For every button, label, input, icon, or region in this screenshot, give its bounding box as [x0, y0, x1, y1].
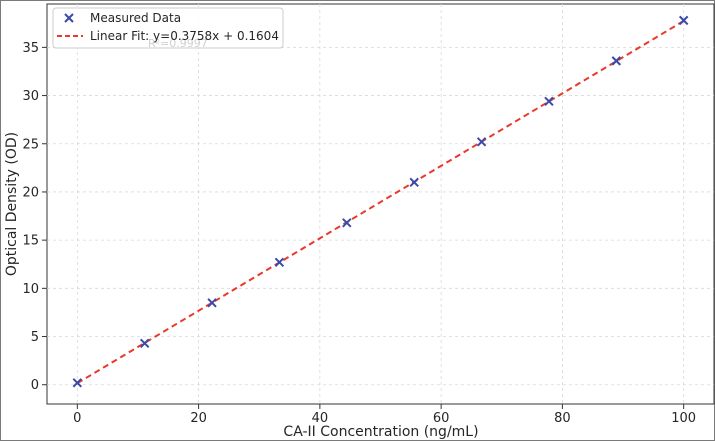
legend: R²=0.9997 Measured Data Linear Fit: y=0.… — [52, 7, 284, 50]
legend-label-measured: Measured Data — [90, 11, 181, 25]
y-axis-title: Optical Density (OD) — [4, 132, 20, 276]
x-tick-label: 60 — [433, 411, 450, 426]
x-tick-label: 100 — [671, 411, 696, 426]
y-tick-label: 15 — [22, 234, 39, 249]
data-point — [72, 378, 83, 388]
grid — [47, 4, 714, 404]
data-points — [72, 15, 689, 388]
fit-line — [76, 20, 685, 385]
data-point — [678, 15, 689, 26]
y-tick-label: 5 — [31, 330, 39, 345]
data-point — [139, 338, 150, 348]
legend-box — [52, 7, 284, 49]
data-point — [409, 177, 419, 188]
y-tick-label: 20 — [22, 185, 39, 200]
y-tick-label: 25 — [22, 137, 39, 152]
data-point — [611, 56, 622, 66]
plot-area — [46, 3, 715, 405]
y-tick-label: 0 — [31, 378, 39, 393]
data-point — [207, 298, 217, 308]
x-axis-title: CA-II Concentration (ng/mL) — [283, 424, 478, 440]
x-tick-label: 0 — [73, 411, 81, 426]
y-tick-label: 35 — [22, 41, 39, 56]
fit-line-group — [76, 20, 685, 385]
data-point — [342, 218, 352, 228]
axis-ticks: 0 20 40 60 80 100 0 5 10 15 20 25 30 35 — [22, 41, 696, 426]
data-point — [274, 257, 285, 268]
r-squared-annotation: R²=0.9997 — [148, 37, 208, 50]
legend-label-fit: Linear Fit: y=0.3758x + 0.1604 — [90, 29, 279, 43]
data-point — [544, 96, 554, 107]
legend-marker-measured — [64, 13, 74, 23]
y-tick-label: 10 — [22, 282, 39, 297]
x-tick-label: 20 — [190, 411, 207, 426]
data-point — [476, 137, 487, 147]
x-tick-label: 80 — [554, 411, 571, 426]
y-tick-label: 30 — [22, 89, 39, 104]
x-tick-label: 40 — [312, 411, 329, 426]
